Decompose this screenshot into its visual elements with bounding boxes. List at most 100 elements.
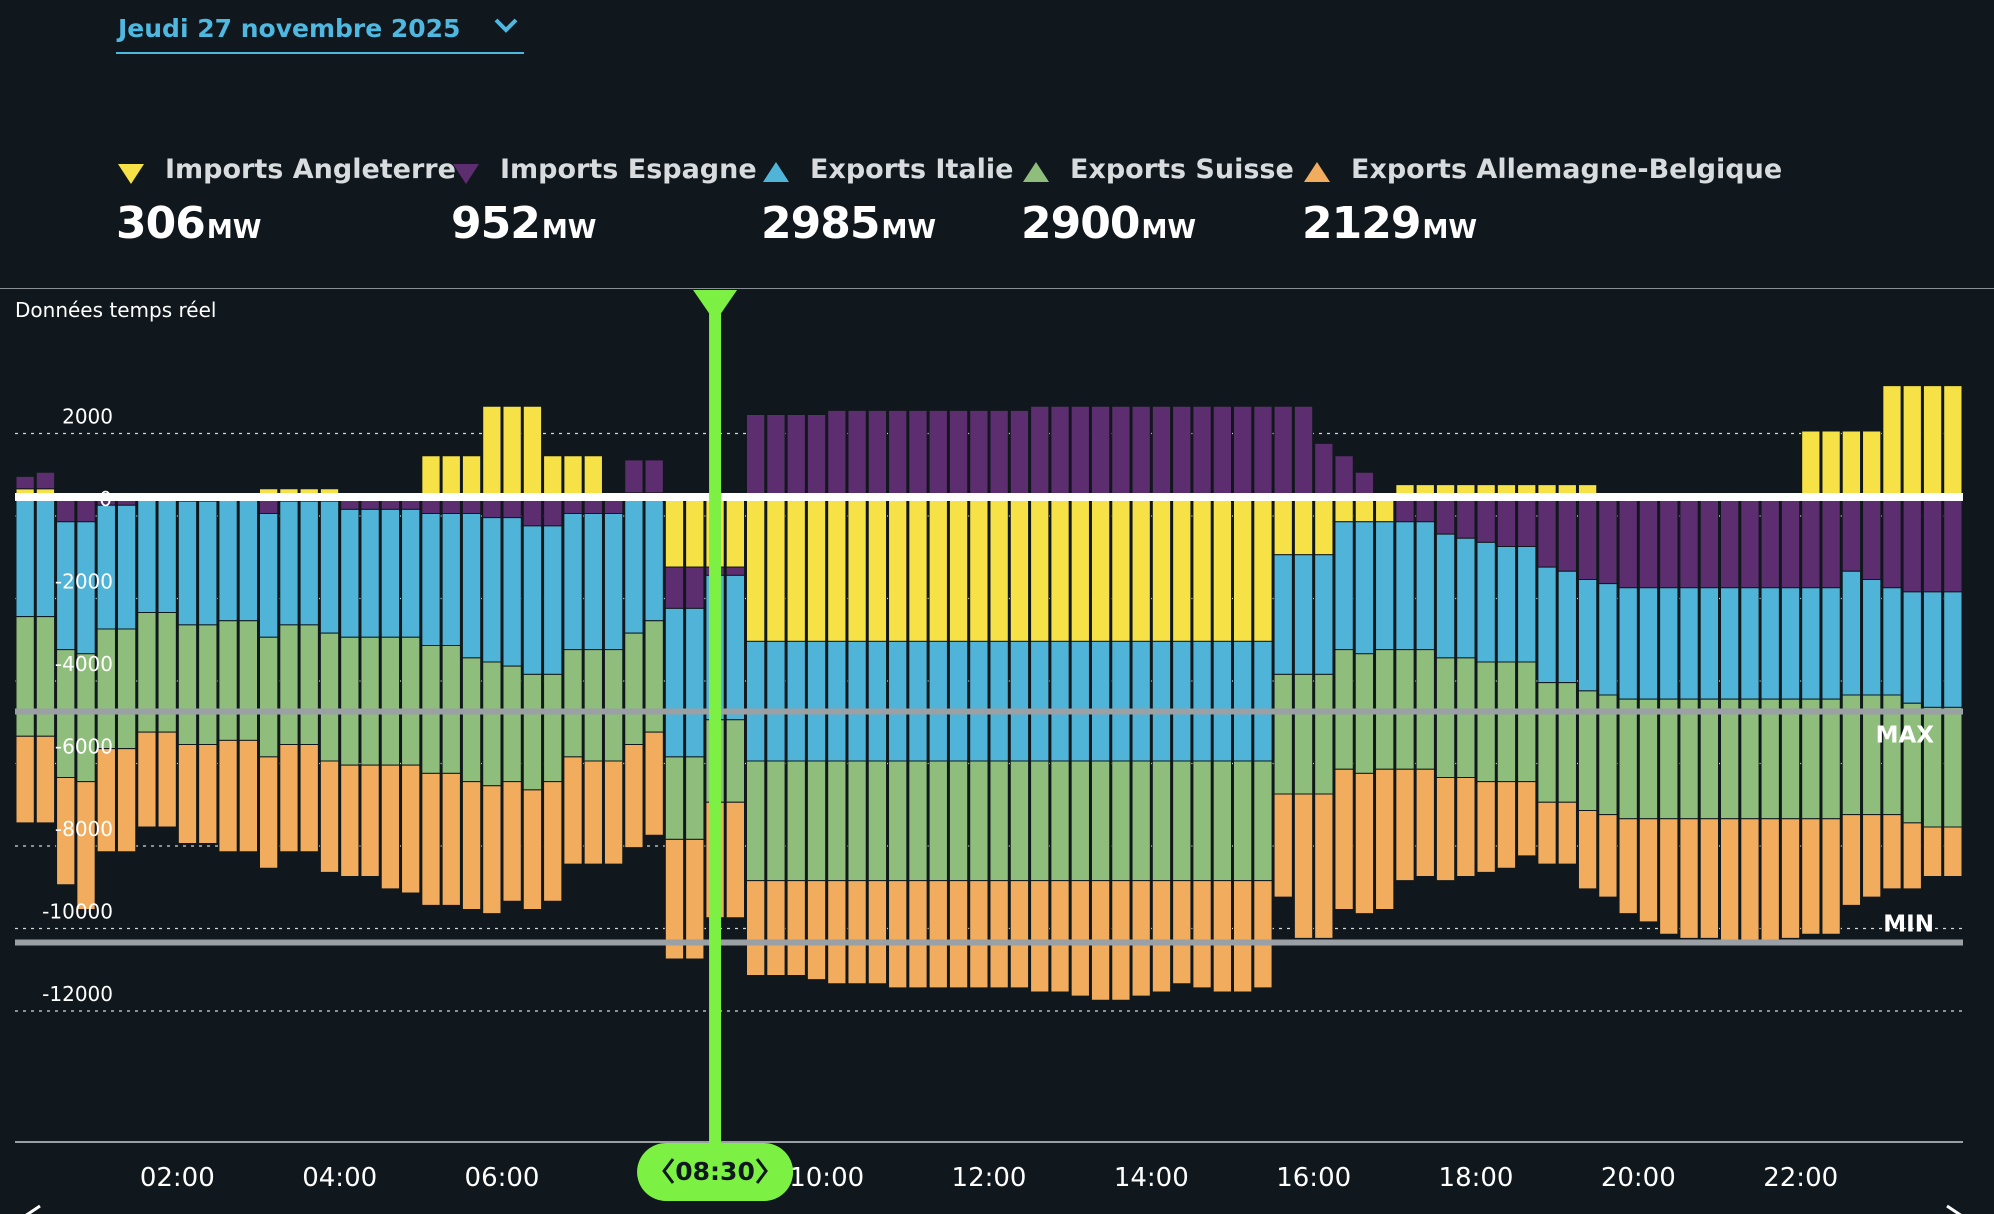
time-cursor[interactable]: 08:30 (637, 290, 794, 1201)
bar-segment (1720, 698, 1740, 820)
bar-segment (15, 616, 35, 737)
y-tick-label: 2000 (62, 405, 113, 429)
bar-segment (1293, 405, 1314, 498)
bar-segment (806, 880, 827, 981)
bar-segment (1922, 591, 1943, 708)
bar-segment (888, 640, 908, 762)
bar-segment (1192, 405, 1212, 498)
bar-segment (177, 744, 198, 844)
bar-segment (1435, 496, 1456, 535)
bar-segment (1882, 496, 1902, 589)
bar-segment (15, 496, 35, 618)
bar-segment (1415, 521, 1435, 651)
bar-segment (1841, 570, 1862, 696)
bar-segment (1740, 496, 1760, 589)
zero-baseline (15, 493, 1963, 501)
bar-segment (746, 496, 766, 642)
bar-segment (35, 616, 56, 737)
bar-segment (1111, 496, 1131, 642)
bar-segment (1009, 760, 1030, 882)
bar-segment (786, 414, 806, 498)
bar-segment (928, 640, 948, 762)
bar-segment (1659, 698, 1679, 820)
bar-segment (1456, 657, 1476, 779)
legend-value: 2985MW (761, 198, 937, 249)
bar-segment (1841, 430, 1862, 498)
bar-segment (1699, 698, 1719, 820)
bar-segment (1070, 496, 1090, 642)
bar-segment (989, 409, 1009, 498)
bar-segment (1801, 496, 1821, 589)
bar-segment (340, 508, 360, 638)
bar-segment (1111, 640, 1131, 762)
bar-segment (1456, 777, 1476, 877)
bar-segment (1030, 760, 1050, 882)
bar-segment (1435, 777, 1456, 882)
bar-segment (786, 640, 806, 762)
bar-segment (644, 620, 664, 733)
bar-segment (603, 513, 624, 651)
legend-value: 2900MW (1021, 198, 1197, 249)
date-selector[interactable]: Jeudi 27 novembre 2025 (116, 10, 524, 54)
bar-segment (1659, 818, 1679, 935)
bar-segment (1293, 554, 1314, 675)
cursor-handle-top (693, 290, 738, 322)
triangle-down-icon (453, 164, 479, 184)
bar-segment (198, 744, 218, 844)
bar-segment (867, 760, 888, 882)
bar-segment (928, 496, 948, 642)
bar-segment (685, 756, 705, 840)
bar-segment (1293, 496, 1314, 556)
bar-segment (1821, 496, 1841, 589)
bar-segment (1821, 430, 1841, 498)
chevron-down-icon[interactable] (492, 14, 520, 38)
bar-segment (1862, 430, 1882, 498)
bar-segment (888, 880, 908, 989)
y-tick-label: -12000 (42, 982, 113, 1006)
bar-segment (786, 880, 806, 977)
bar-segment (299, 624, 319, 746)
bar-segment (299, 500, 319, 626)
bar-segment (1517, 781, 1537, 857)
bar-segment (1172, 760, 1192, 882)
bar-segment (563, 756, 583, 865)
bar-segment (1496, 496, 1517, 547)
bar-segment (725, 496, 746, 568)
bar-segment (1172, 640, 1192, 762)
bar-segment (1943, 826, 1963, 877)
bar-segment (279, 500, 299, 626)
bar-segment (1111, 405, 1131, 498)
bar-segment (1253, 496, 1273, 642)
bar-segment (1375, 768, 1395, 910)
bar-segment (1902, 702, 1922, 824)
bar-segment (1151, 880, 1172, 993)
bar-segment (1841, 814, 1862, 906)
bar-segment (847, 880, 867, 985)
bar-segment (1050, 405, 1070, 498)
y-tick-label: -6000 (55, 735, 113, 759)
bar-segment (177, 500, 198, 626)
bar-segment (725, 801, 746, 919)
bar-segment (1293, 793, 1314, 939)
bar-segment (1618, 818, 1638, 915)
bar-segment (989, 880, 1009, 989)
bar-segment (1760, 496, 1780, 589)
bar-segment (1131, 640, 1151, 762)
bar-segment (1253, 640, 1273, 762)
chevron-right-icon (1946, 1204, 1962, 1214)
bar-segment (806, 760, 827, 882)
bar-segment (1395, 768, 1415, 882)
bar-segment (1456, 537, 1476, 659)
bar-segment (1517, 496, 1537, 547)
x-tick-label: 04:00 (302, 1163, 377, 1193)
bar-segment (806, 414, 827, 498)
bar-segment (746, 880, 766, 977)
bar-segment (1517, 661, 1537, 783)
bar-segment (1435, 657, 1456, 779)
bar-segment (1273, 554, 1293, 675)
bar-segment (1740, 818, 1760, 943)
bar-segment (1496, 781, 1517, 869)
bar-segment (948, 880, 969, 989)
bar-segment (116, 628, 137, 750)
